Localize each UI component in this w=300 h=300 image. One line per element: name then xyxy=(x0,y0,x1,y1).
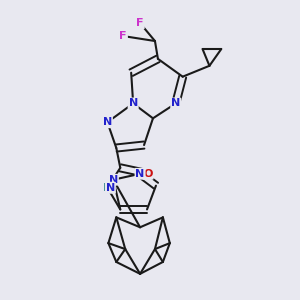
Text: H: H xyxy=(103,183,112,193)
Text: F: F xyxy=(136,18,144,28)
Text: N: N xyxy=(103,117,112,127)
Text: N: N xyxy=(136,169,145,179)
Text: O: O xyxy=(143,169,153,179)
Text: N: N xyxy=(106,183,115,193)
Text: F: F xyxy=(119,31,127,41)
Text: N: N xyxy=(128,98,138,108)
Text: N: N xyxy=(171,98,180,108)
Text: N: N xyxy=(109,175,118,185)
